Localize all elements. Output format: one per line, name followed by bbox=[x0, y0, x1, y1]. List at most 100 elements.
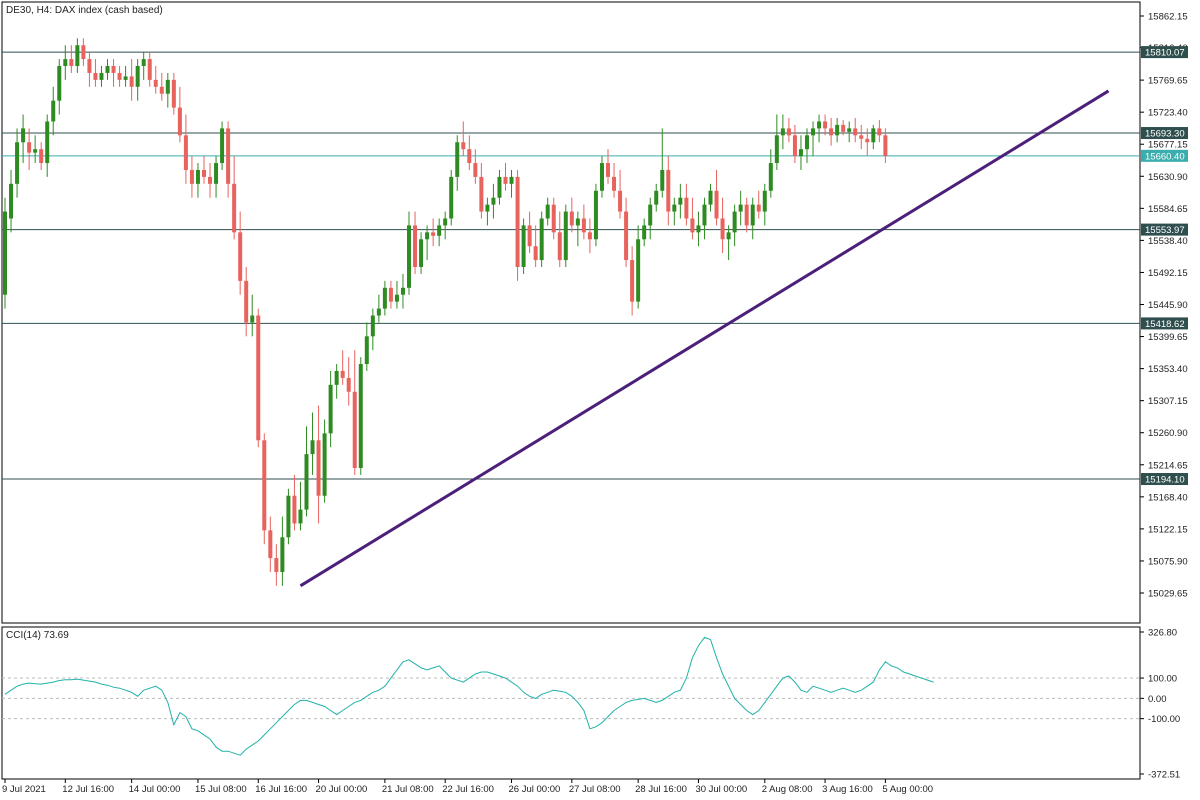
price-axis-label: 15862.15 bbox=[1148, 12, 1188, 23]
candle-body bbox=[563, 211, 568, 261]
cci-line bbox=[4, 636, 934, 756]
candle-body bbox=[304, 454, 309, 510]
candle-body bbox=[189, 169, 194, 184]
candle-body bbox=[551, 204, 556, 233]
candle-body bbox=[666, 169, 671, 212]
cci-title: CCI(14) 73.69 bbox=[6, 630, 69, 641]
level-badge-label: 15810.07 bbox=[1145, 48, 1185, 59]
candle-body bbox=[280, 537, 285, 572]
candle-body bbox=[883, 135, 888, 157]
candle-body bbox=[479, 176, 484, 212]
price-axis-label: 15260.90 bbox=[1148, 428, 1188, 439]
price-pane: DE30, H4: DAX index (cash based) bbox=[1, 1, 1141, 624]
level-badge bbox=[1141, 223, 1188, 236]
time-axis-label: 20 Jul 00:00 bbox=[316, 784, 368, 795]
candle-body bbox=[244, 280, 249, 323]
candle-body bbox=[624, 211, 629, 261]
level-badge-label: 15693.30 bbox=[1145, 129, 1185, 140]
candle-body bbox=[208, 176, 213, 184]
candle-body bbox=[33, 149, 38, 153]
candles bbox=[3, 38, 888, 586]
candle-body bbox=[268, 530, 273, 559]
candle-body bbox=[786, 128, 791, 136]
candle-body bbox=[461, 142, 466, 150]
time-axis-label: 16 Jul 16:00 bbox=[255, 784, 307, 795]
time-axis-label: 21 Jul 08:00 bbox=[382, 784, 434, 795]
candle-body bbox=[599, 163, 604, 191]
candle-body bbox=[195, 169, 200, 184]
candle-body bbox=[75, 45, 80, 67]
candle-body bbox=[177, 107, 182, 136]
candle-body bbox=[515, 176, 520, 268]
candle-body bbox=[165, 79, 170, 94]
time-axis-label: 2 Aug 08:00 bbox=[762, 784, 813, 795]
price-badges: 15810.07 15693.30 15553.97 15418.62 15194.10… bbox=[1141, 46, 1188, 486]
candle-body bbox=[147, 59, 152, 80]
candle-body bbox=[232, 183, 237, 233]
candle-body bbox=[310, 440, 315, 455]
candle-body bbox=[690, 218, 695, 233]
candle-body bbox=[642, 225, 647, 240]
price-axis-label: 15214.65 bbox=[1148, 460, 1188, 471]
candle-body bbox=[57, 66, 62, 101]
candle-body bbox=[226, 128, 231, 184]
candle-body bbox=[419, 239, 424, 268]
candle-body bbox=[738, 204, 743, 212]
candle-body bbox=[214, 163, 219, 184]
candle-body bbox=[660, 169, 665, 191]
candle-body bbox=[720, 218, 725, 240]
time-axis-label: 9 Jul 2021 bbox=[2, 784, 46, 795]
candle-body bbox=[497, 176, 502, 198]
candle-body bbox=[859, 135, 864, 139]
candle-body bbox=[774, 135, 779, 164]
candle-body bbox=[865, 138, 870, 143]
level-badge-label: 15418.62 bbox=[1145, 319, 1185, 330]
candle-body bbox=[829, 128, 834, 136]
candle-body bbox=[99, 72, 104, 80]
candle-body bbox=[539, 218, 544, 261]
price-axis-label: 15769.65 bbox=[1148, 76, 1188, 87]
candle-body bbox=[612, 176, 617, 191]
candle-body bbox=[9, 183, 14, 219]
candle-body bbox=[153, 79, 158, 87]
candle-body bbox=[533, 246, 538, 261]
candle-body bbox=[220, 128, 225, 164]
candle-body bbox=[636, 239, 641, 302]
candle-body bbox=[346, 377, 351, 392]
candle-body bbox=[569, 211, 574, 226]
candle-body bbox=[503, 176, 508, 184]
candle-body bbox=[587, 232, 592, 240]
candle-body bbox=[684, 197, 689, 219]
candle-body bbox=[183, 135, 188, 170]
candle-body bbox=[286, 495, 291, 538]
candle-body bbox=[714, 190, 719, 219]
candle-body bbox=[316, 440, 321, 496]
candle-body bbox=[449, 176, 454, 219]
candle-body bbox=[27, 142, 32, 153]
time-axis-label: 22 Jul 16:00 bbox=[442, 784, 494, 795]
price-axis-label: 15630.90 bbox=[1148, 172, 1188, 183]
candle-body bbox=[413, 225, 418, 268]
time-axis-label: 5 Aug 00:00 bbox=[882, 784, 933, 795]
candle-body bbox=[376, 308, 381, 316]
candle-body bbox=[545, 204, 550, 219]
horizontal-levels bbox=[2, 51, 1140, 480]
candle-body bbox=[292, 495, 297, 524]
candle-body bbox=[81, 45, 86, 60]
candle-body bbox=[105, 66, 110, 73]
candle-body bbox=[581, 218, 586, 233]
candle-body bbox=[606, 163, 610, 177]
candle-body bbox=[63, 59, 68, 67]
trendline-group bbox=[299, 89, 1110, 588]
level-badge bbox=[1141, 473, 1188, 486]
candle-body bbox=[93, 72, 98, 80]
candle-body bbox=[696, 225, 701, 233]
cci-pane: CCI(14) 73.69 bbox=[1, 626, 1141, 780]
candle-body bbox=[443, 218, 448, 226]
price-axis-label: 15677.15 bbox=[1148, 140, 1188, 151]
candle-body bbox=[123, 76, 128, 80]
candle-body bbox=[835, 124, 840, 136]
level-badge bbox=[1141, 127, 1188, 140]
candle-body bbox=[117, 72, 122, 80]
